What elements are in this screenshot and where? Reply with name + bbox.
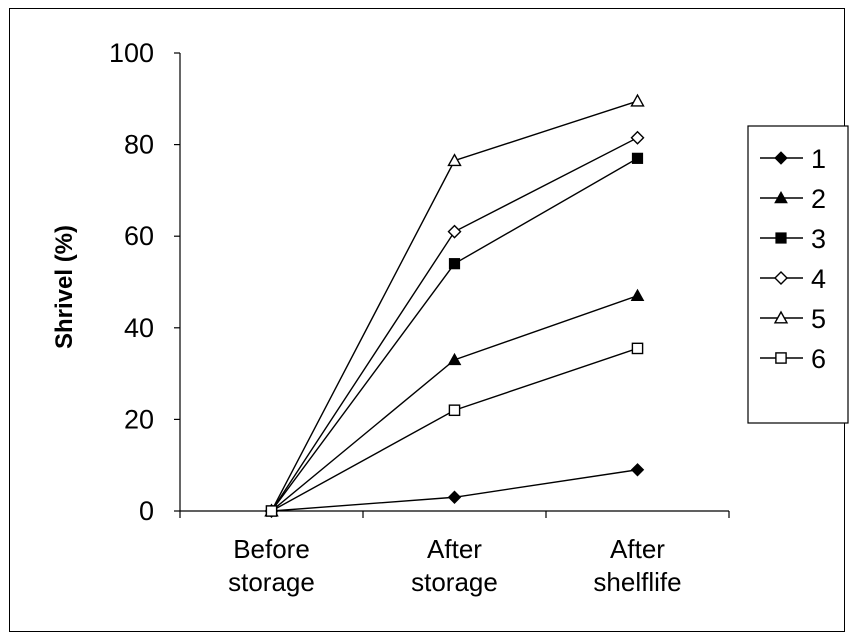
legend-3-label: 3 [811,224,826,254]
legend-6-marker [776,353,786,363]
series-3-point [632,153,642,163]
x-category-label: After shelflife [593,534,681,597]
series-1-point [632,464,644,476]
legend-4-label: 4 [811,264,826,294]
series-6-point [449,405,459,415]
legend-box [748,126,848,423]
series-6-line [272,348,638,511]
y-tick-label: 80 [124,130,154,160]
axes [174,53,729,518]
y-tick-label: 20 [124,404,154,434]
series-4-line [272,138,638,511]
series-6-point [266,506,276,516]
x-category-labels: Before storage After storage After shelflife [228,534,681,597]
legend-6-label: 6 [811,344,826,374]
series-1-point [449,491,461,503]
x-category-label: Before storage [228,534,315,597]
y-tick-label: 0 [139,496,154,526]
series-1-line [272,470,638,511]
y-axis-label: Shrivel (%) [51,225,78,349]
x-category-label: After storage [411,534,498,597]
series-4-point [449,226,461,238]
y-tick-labels: 0 20 40 60 80 100 [109,38,154,526]
series-3-point [449,259,459,269]
series-2-point [449,354,461,365]
legend-1-label: 1 [811,144,826,174]
legend-3-marker [776,233,786,243]
y-tick-label: 40 [124,313,154,343]
series-markers [266,95,644,517]
series-2-point [632,290,644,301]
series-5-point [632,95,644,106]
y-tick-label: 100 [109,38,154,68]
series-5-point [449,155,461,166]
y-tick-label: 60 [124,221,154,251]
legend-2-label: 2 [811,184,826,214]
legend-5-label: 5 [811,304,826,334]
series-6-point [632,343,642,353]
legend: 1 2 3 4 5 6 [748,126,848,423]
series-4-point [632,132,644,144]
series-3-line [272,158,638,511]
